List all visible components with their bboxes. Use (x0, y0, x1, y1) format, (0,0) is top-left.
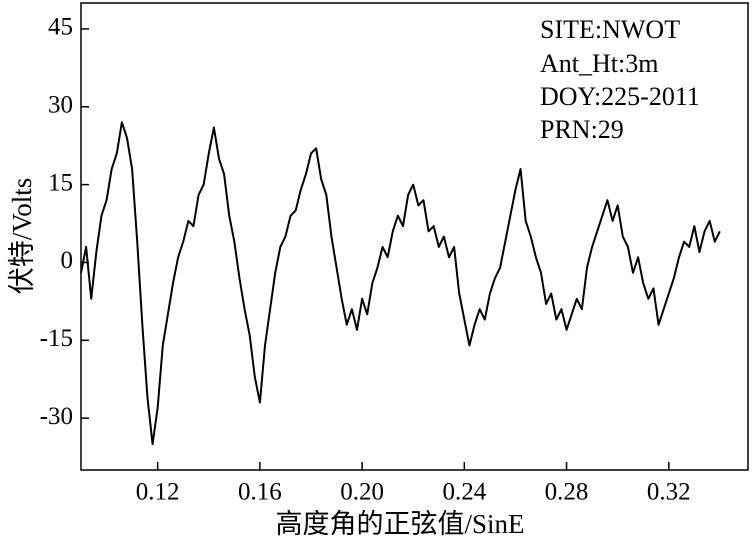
x-tick-label: 0.32 (647, 479, 691, 506)
y-tick-label: -30 (40, 403, 73, 430)
annotation: PRN:29 (540, 115, 624, 144)
plot-frame (80, 2, 749, 471)
data-line (80, 121, 721, 446)
annotation: DOY:225-2011 (540, 82, 700, 111)
y-tick-label: -15 (40, 325, 73, 352)
y-axis-label: 伏特/Volts (7, 178, 37, 295)
x-tick-label: 0.20 (340, 479, 384, 506)
y-tick-label: 0 (61, 247, 74, 274)
x-tick-label: 0.16 (238, 479, 282, 506)
annotation: SITE:NWOT (540, 15, 680, 44)
y-tick-label: 30 (48, 92, 73, 119)
x-tick-label: 0.12 (136, 479, 180, 506)
annotation: Ant_Ht:3m (540, 49, 658, 78)
y-tick-label: 45 (48, 14, 73, 41)
x-tick-label: 0.28 (545, 479, 589, 506)
y-tick-label: 15 (48, 169, 73, 196)
x-axis-label: 高度角的正弦值/SinE (275, 509, 524, 539)
x-tick-label: 0.24 (442, 479, 486, 506)
